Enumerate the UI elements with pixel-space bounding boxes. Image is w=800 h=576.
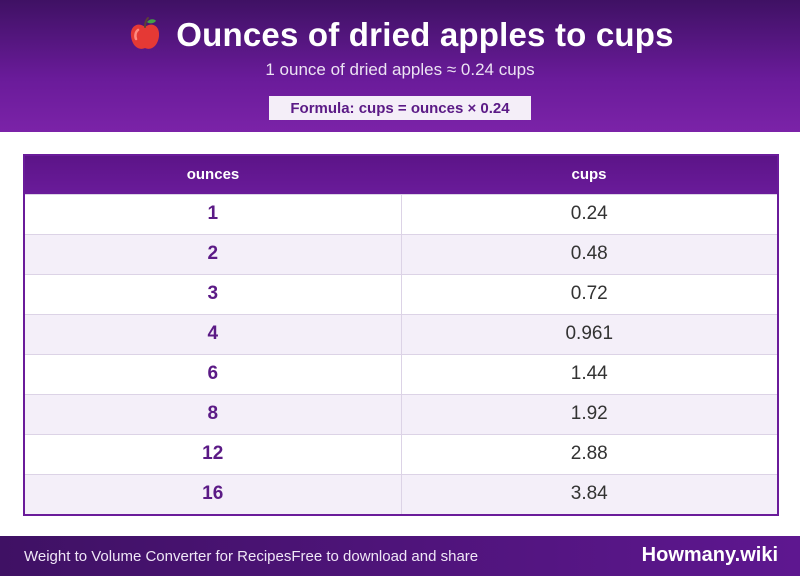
table-row: 2 0.48 [25,233,777,274]
table-row: 16 3.84 [25,473,777,514]
cups-cell: 0.24 [401,193,777,234]
table-row: 3 0.72 [25,273,777,314]
ounces-cell: 2 [25,233,402,274]
ounces-cell: 8 [25,393,402,434]
ounces-cell: 12 [25,433,402,474]
cups-cell: 1.92 [401,393,777,434]
cups-cell: 0.48 [401,233,777,274]
table-row: 8 1.92 [25,393,777,434]
table-row: 4 0.961 [25,313,777,354]
cups-cell: 1.44 [401,353,777,394]
table-header-row: ounces cups [25,156,777,194]
ounces-cell: 1 [25,193,402,234]
table-row: 12 2.88 [25,433,777,474]
ounces-cell: 4 [25,313,402,354]
footer-tagline: Weight to Volume Converter for Recipes [24,547,292,565]
cups-cell: 0.72 [401,273,777,314]
ounces-cell: 16 [25,473,402,514]
apple-icon [126,16,164,54]
header-banner: Ounces of dried apples to cups 1 ounce o… [0,0,800,132]
ounces-cell: 3 [25,273,402,314]
cups-cell: 3.84 [401,473,777,514]
table-row: 1 0.24 [25,193,777,234]
subtitle: 1 ounce of dried apples ≈ 0.24 cups [265,60,535,79]
conversion-table: ounces cups 1 0.24 2 0.48 3 0.72 4 0.961 [23,154,779,516]
column-header-ounces: ounces [186,166,240,184]
table-row: 6 1.44 [25,353,777,394]
column-header-cups: cups [571,166,607,184]
formula-badge: Formula: cups = ounces × 0.24 [269,96,531,120]
ounces-cell: 6 [25,353,402,394]
footer-share-note: Free to download and share [291,547,479,565]
page-title: Ounces of dried apples to cups [176,16,674,53]
footer-bar: Weight to Volume Converter for Recipes F… [0,536,800,576]
cups-cell: 2.88 [401,433,777,474]
cups-cell: 0.961 [401,313,777,354]
title-row: Ounces of dried apples to cups [0,14,800,56]
brand-logo-text[interactable]: Howmany.wiki [641,544,778,566]
